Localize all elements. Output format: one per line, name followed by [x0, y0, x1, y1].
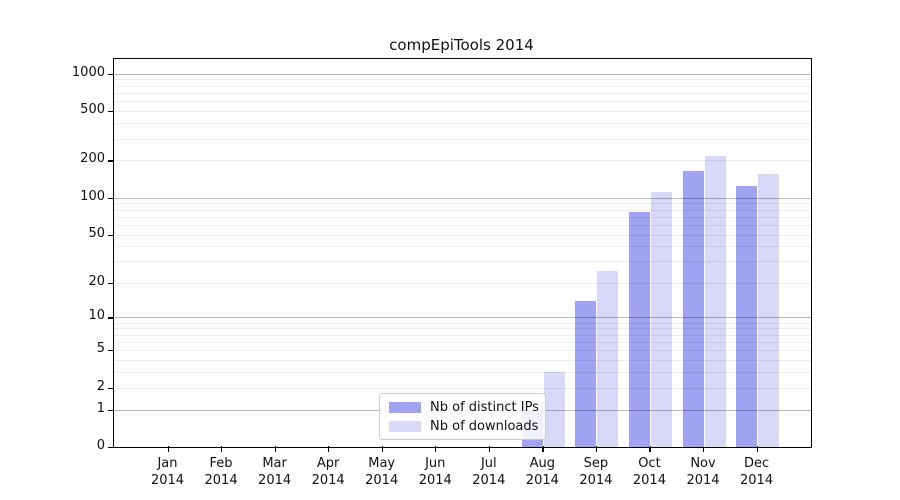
x-tick-month: Jul: [480, 456, 497, 471]
bar-distinct-ips-sep: [575, 300, 597, 447]
x-tick-mark: [381, 446, 383, 452]
x-tick-month: Jan: [157, 456, 178, 471]
x-tick-year: 2014: [365, 473, 399, 488]
x-tick-mark: [649, 446, 651, 452]
x-tick-mark: [703, 446, 705, 452]
x-tick-year: 2014: [150, 473, 185, 488]
x-tick-mark: [221, 446, 223, 452]
y-tick-label: 10: [88, 308, 105, 324]
y-tick-mark: [108, 387, 114, 389]
gridline-minor: [114, 79, 811, 81]
plot-area: [108, 58, 812, 449]
legend-label-downloads: Nb of downloads: [430, 419, 539, 434]
x-tick-month: Feb: [209, 456, 233, 471]
y-tick-label: 20: [88, 273, 105, 289]
x-tick-label: Jul 2014: [457, 455, 521, 489]
gridline-decade: [114, 73, 811, 75]
x-tick-mark: [595, 446, 598, 452]
y-tick-mark: [108, 409, 114, 411]
x-tick-year: 2014: [686, 473, 720, 488]
x-tick-year: 2014: [204, 473, 238, 488]
y-tick-label: 500: [80, 102, 105, 118]
y-tick-mark: [108, 111, 114, 113]
legend-item-downloads: Nb of downloads: [389, 418, 539, 435]
y-tick-label: 100: [80, 188, 105, 204]
x-tick-mark: [274, 446, 276, 452]
x-tick-year: 2014: [472, 473, 506, 488]
gridline-minor: [114, 92, 811, 94]
x-tick-label: Dec 2014: [725, 455, 789, 489]
y-tick-mark: [108, 73, 114, 75]
x-tick-label: Apr 2014: [296, 455, 360, 489]
y-tick-label: 5: [96, 341, 105, 357]
x-tick-year: 2014: [632, 473, 666, 488]
y-tick-label: 50: [88, 225, 105, 241]
y-tick-label: 1000: [71, 64, 105, 80]
x-tick-year: 2014: [418, 473, 452, 488]
x-tick-label: Oct 2014: [617, 455, 681, 489]
legend: Nb of distinct IPs Nb of downloads: [379, 393, 546, 440]
y-tick-label: 2: [96, 378, 105, 394]
x-tick-year: 2014: [525, 473, 559, 488]
x-tick-month: Oct: [638, 456, 661, 471]
x-tick-label: Aug 2014: [510, 455, 574, 489]
bar-distinct-ips-dec: [736, 185, 758, 447]
bar-downloads-dec: [758, 174, 780, 447]
x-tick-year: 2014: [258, 473, 292, 488]
y-tick-mark: [108, 234, 114, 236]
x-tick-mark: [488, 446, 490, 452]
legend-item-distinct-ips: Nb of distinct IPs: [389, 399, 539, 416]
x-tick-label: Jun 2014: [403, 455, 467, 489]
x-tick-month: Aug: [529, 456, 556, 471]
gridline-minor: [114, 101, 811, 103]
y-tick-mark: [108, 160, 114, 162]
y-tick-mark: [108, 350, 114, 352]
x-tick-mark: [167, 446, 169, 452]
legend-swatch-distinct-ips: [389, 402, 421, 413]
x-tick-label: Sep 2014: [564, 455, 628, 489]
y-tick-mark: [108, 197, 114, 199]
y-tick-label: 0: [96, 438, 105, 453]
x-tick-label: May 2014: [350, 455, 414, 489]
x-tick-year: 2014: [311, 473, 345, 488]
x-tick-month: Mar: [262, 456, 287, 471]
x-tick-month: Nov: [690, 456, 716, 471]
bar-distinct-ips-nov: [682, 171, 704, 447]
y-tick-label: 200: [80, 151, 105, 167]
x-tick-mark: [435, 446, 437, 452]
x-tick-month: Apr: [316, 456, 340, 471]
gridline-minor: [114, 123, 811, 125]
x-tick-year: 2014: [579, 473, 613, 488]
bar-downloads-oct: [650, 192, 672, 447]
x-tick-label: Mar 2014: [243, 455, 307, 489]
gridline-minor: [114, 111, 811, 113]
y-tick-label: 1: [96, 400, 105, 416]
bar-downloads-sep: [597, 270, 619, 447]
x-tick-label: Nov 2014: [671, 455, 735, 489]
x-tick-mark: [542, 446, 544, 452]
x-tick-month: Jun: [425, 456, 446, 471]
bar-downloads-nov: [704, 155, 726, 447]
x-tick-label: Feb 2014: [189, 455, 253, 489]
gridline-minor: [114, 138, 811, 140]
y-tick-mark: [108, 317, 114, 319]
bar-downloads-aug: [543, 372, 565, 447]
legend-swatch-downloads: [389, 421, 421, 432]
legend-label-distinct-ips: Nb of distinct IPs: [430, 400, 539, 415]
x-tick-label: Jan 2014: [136, 455, 200, 489]
x-tick-month: May: [368, 456, 396, 471]
x-tick-month: Dec: [743, 456, 770, 471]
bar-distinct-ips-oct: [628, 211, 650, 447]
y-tick-mark: [108, 282, 114, 284]
x-tick-year: 2014: [740, 473, 774, 488]
x-tick-month: Sep: [583, 456, 609, 471]
y-tick-mark: [108, 447, 114, 449]
x-tick-mark: [756, 446, 758, 452]
x-tick-mark: [328, 446, 330, 452]
chart-title: compEpiTools 2014: [389, 36, 534, 54]
gridline-minor: [114, 85, 811, 87]
